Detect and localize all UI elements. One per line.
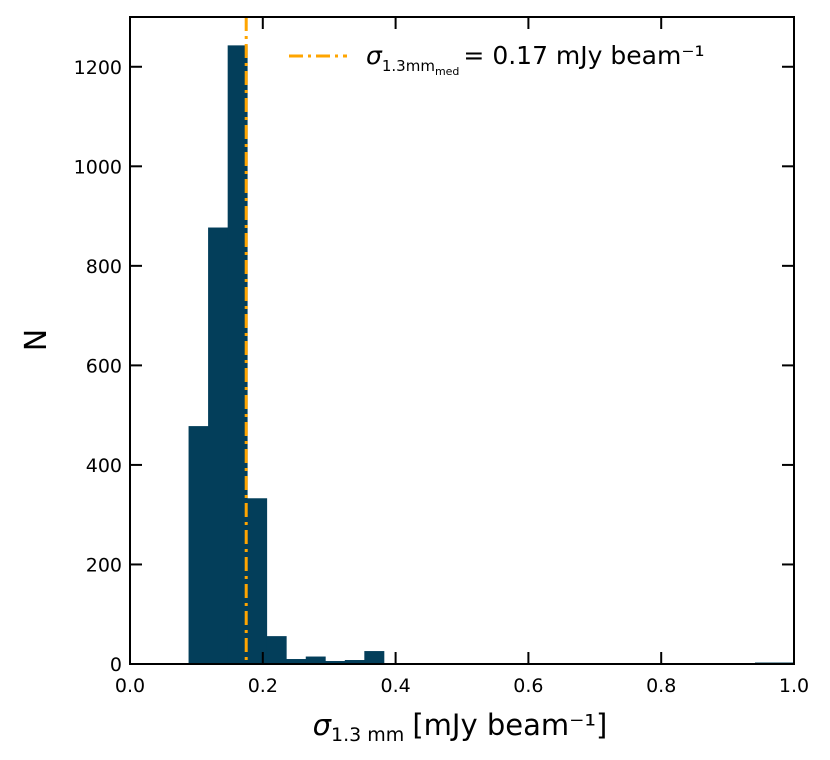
y-tick-label: 1000 [74, 156, 122, 178]
histogram-bar [188, 426, 209, 664]
legend-value: = 0.17 mJy beam⁻¹ [463, 41, 704, 70]
y-tick-label: 400 [86, 455, 122, 477]
histogram-bar [286, 659, 307, 664]
legend-subscript: 1.3mm [382, 57, 435, 75]
histogram-bar [305, 656, 326, 664]
x-tick-label: 0.2 [248, 675, 278, 697]
histogram-bar [227, 45, 248, 664]
histogram-bar [364, 651, 385, 664]
legend-sigma: σ [366, 41, 383, 70]
x-tick-label: 0.8 [646, 675, 676, 697]
x-axis-label: σ1.3 mm [mJy beam⁻¹] [313, 708, 608, 746]
legend: σ1.3mmmed = 0.17 mJy beam⁻¹ [289, 41, 705, 78]
y-tick-label: 200 [86, 554, 122, 576]
legend-label: σ1.3mmmed = 0.17 mJy beam⁻¹ [366, 41, 705, 78]
y-tick-label: 800 [86, 256, 122, 278]
histogram-bar [344, 660, 365, 664]
legend-subsubscript: med [435, 65, 459, 78]
histogram-bar [208, 227, 229, 664]
x-axis-unit: [mJy beam⁻¹] [412, 708, 607, 742]
x-tick-label: 0.6 [513, 675, 543, 697]
x-axis-subscript: 1.3 mm [331, 724, 404, 746]
histogram-bar [266, 636, 287, 664]
plot-frame [129, 16, 795, 665]
y-tick-label: 600 [86, 355, 122, 377]
y-tick-label: 1200 [74, 57, 122, 79]
histogram-bar [247, 498, 268, 664]
y-axis-label: N [19, 329, 54, 351]
x-axis-sigma: σ [313, 708, 333, 742]
x-tick-label: 0.4 [380, 675, 410, 697]
x-tick-label: 0.0 [115, 675, 145, 697]
histogram-bar [325, 661, 346, 664]
y-axis-ticks: 0 200 400 600 800 1000 1200 [74, 57, 794, 676]
x-tick-label: 1.0 [779, 675, 809, 697]
histogram-bars [188, 45, 795, 664]
y-tick-label: 0 [110, 654, 122, 676]
x-axis-ticks: 0.0 0.2 0.4 0.6 0.8 1.0 [115, 17, 809, 697]
